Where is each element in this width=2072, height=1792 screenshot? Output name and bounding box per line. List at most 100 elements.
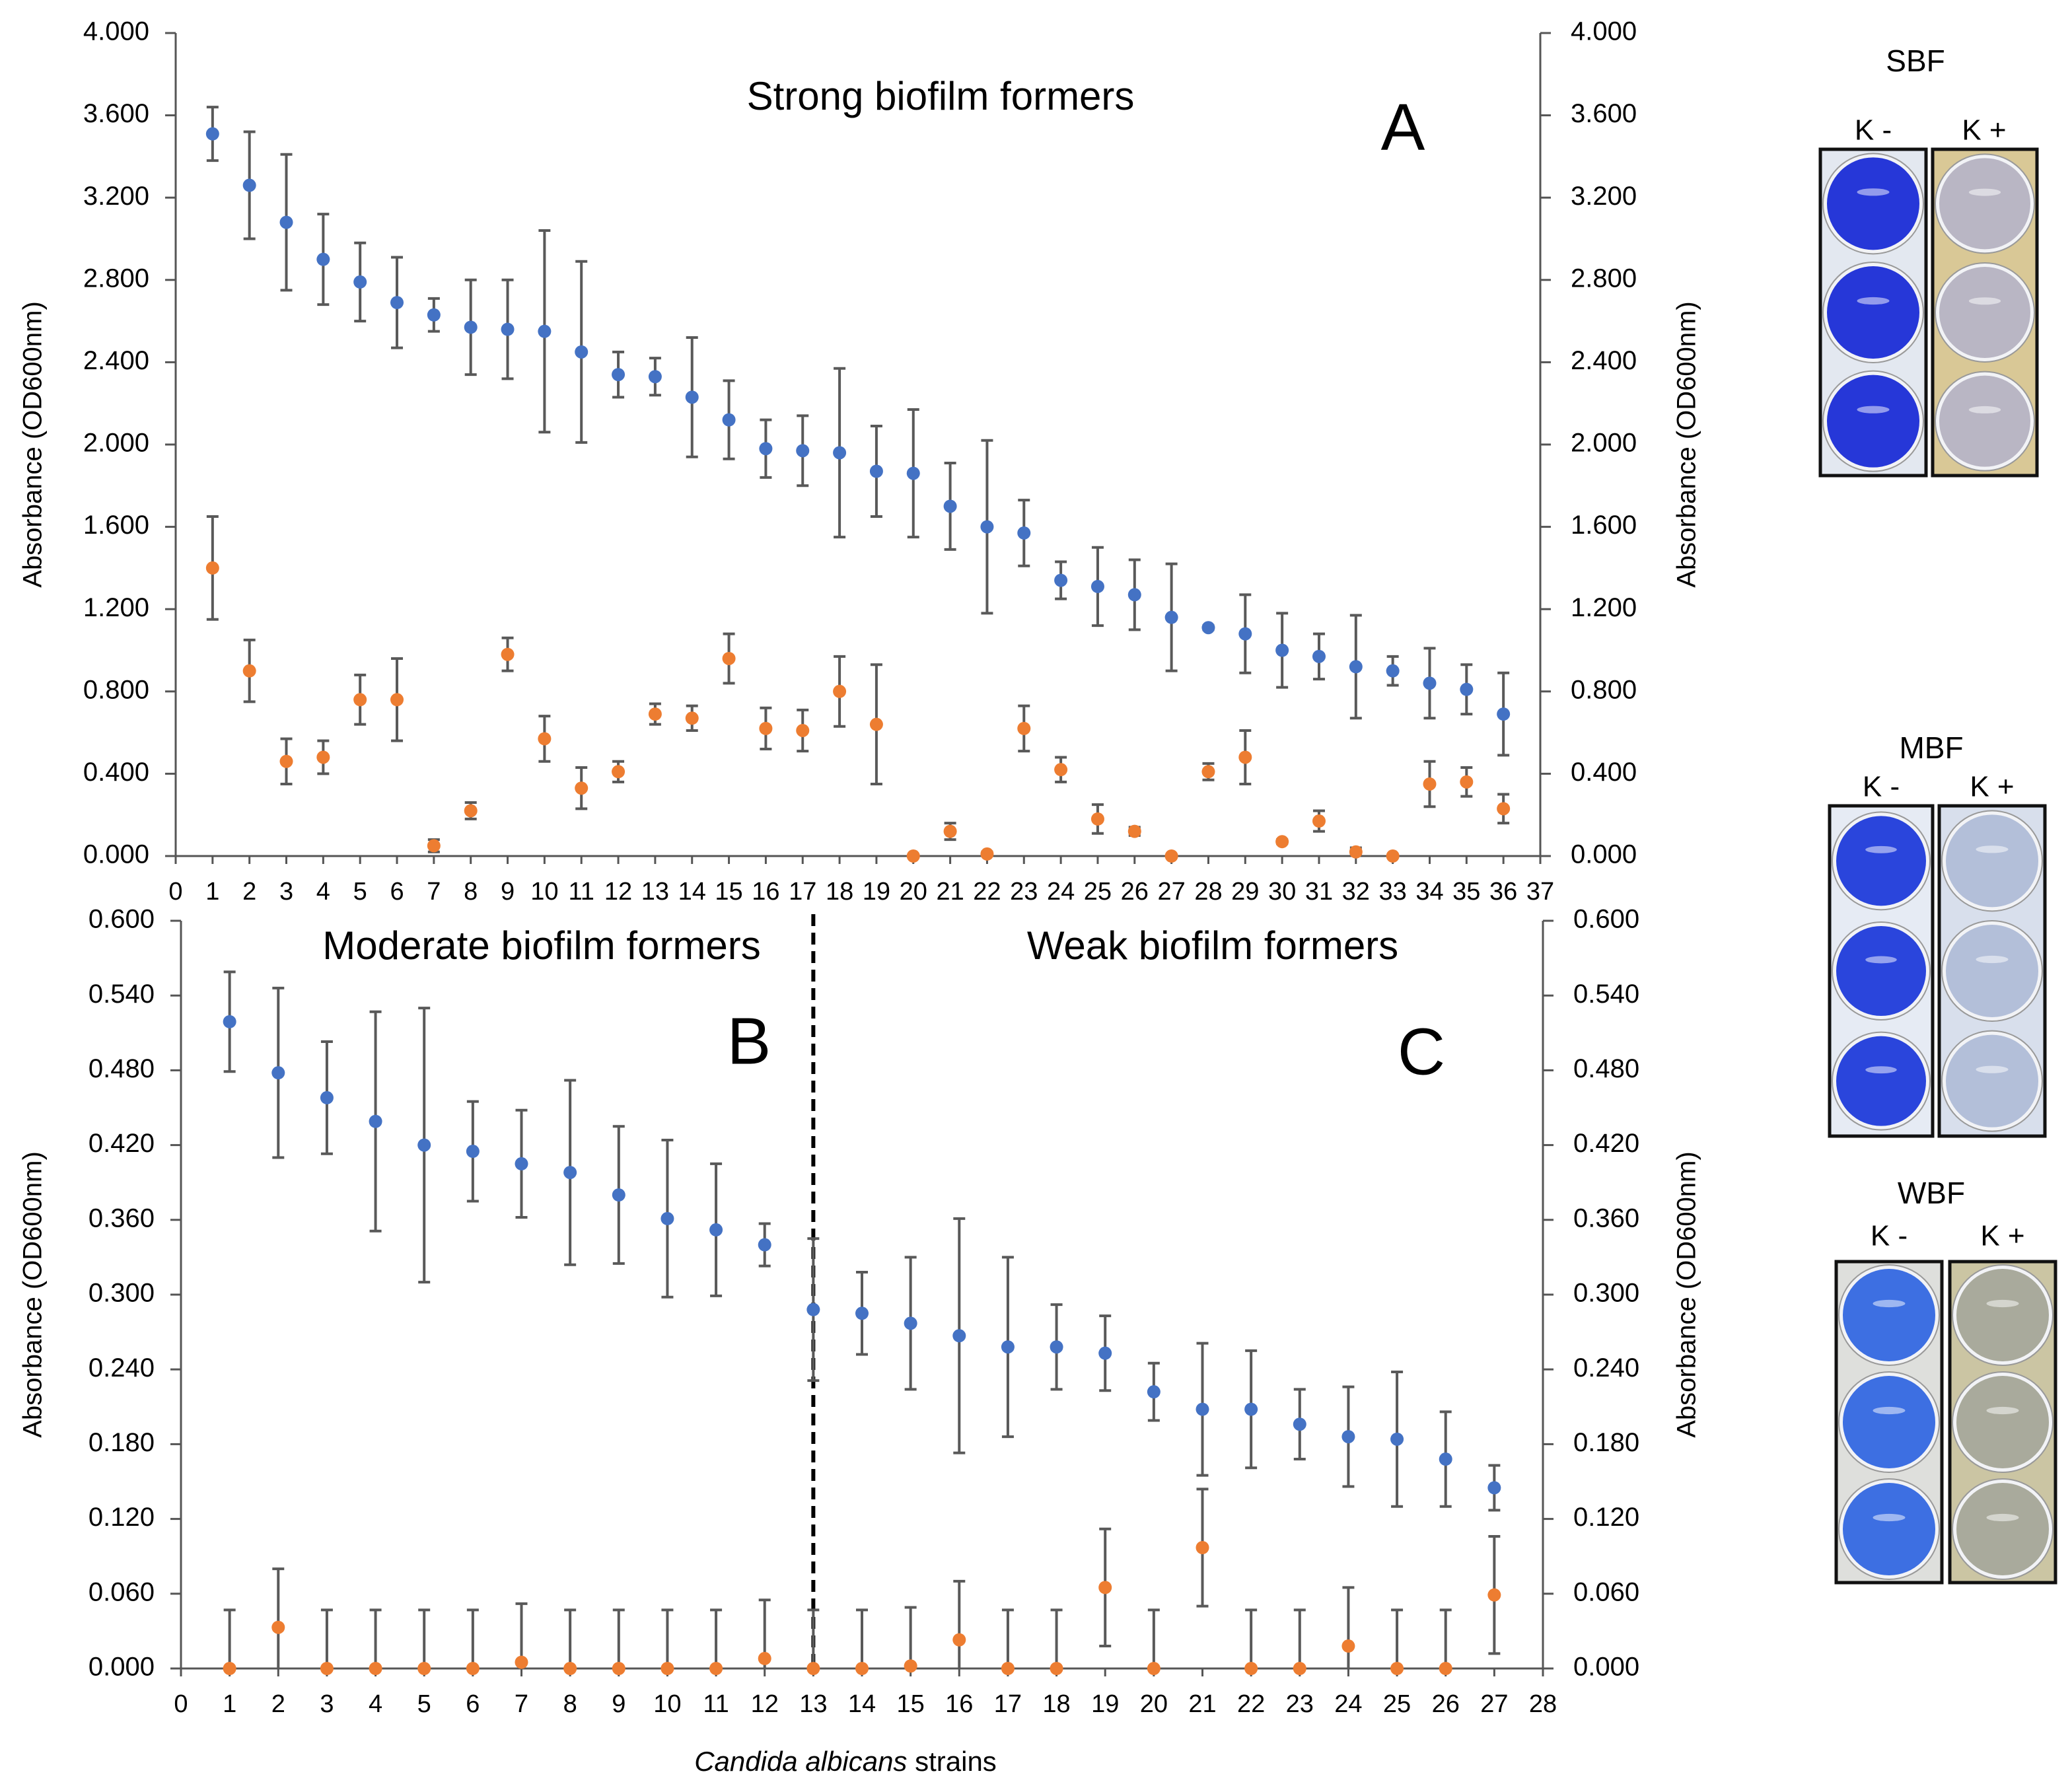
y-tick-label: 0.540 (89, 980, 155, 1009)
data-point (612, 1662, 625, 1675)
data-point (1293, 1662, 1306, 1675)
x-tick-label: 35 (1452, 878, 1480, 906)
data-point (1098, 1581, 1112, 1595)
x-tick-label: 20 (1140, 1690, 1168, 1718)
x-tick-label: 33 (1379, 878, 1407, 906)
data-point (369, 1114, 382, 1128)
data-point (223, 1662, 236, 1675)
panel-label: K - (1871, 1220, 1908, 1252)
y-tick-label: 2.800 (83, 264, 149, 293)
error-bar (807, 1608, 820, 1668)
data-point (1390, 1662, 1404, 1675)
y2-tick-label: 0.180 (1573, 1428, 1639, 1457)
x-tick-label: 24 (1334, 1690, 1362, 1718)
x-tick-label: 7 (515, 1690, 528, 1718)
y-tick-label: 0.300 (89, 1279, 155, 1308)
well-highlight (1986, 1513, 2019, 1522)
data-point (575, 781, 589, 795)
y2-tick-label: 3.600 (1571, 99, 1637, 128)
y-tick-label: 0.000 (83, 840, 149, 869)
x-tick-label: 21 (936, 878, 964, 906)
y-tick-label: 2.000 (83, 429, 149, 458)
y-tick-label: 0.360 (89, 1203, 155, 1233)
x-tick-label: 3 (320, 1690, 334, 1718)
data-point (320, 1662, 334, 1675)
data-point (758, 1651, 771, 1665)
y2-tick-label: 4.000 (1571, 17, 1637, 46)
well-content (1836, 816, 1926, 906)
data-point (205, 561, 219, 575)
x-tick-label: 34 (1415, 878, 1443, 906)
y2-tick-label: 0.600 (1573, 905, 1639, 934)
y2-tick-label: 0.540 (1573, 980, 1639, 1009)
x-tick-label: 9 (612, 1690, 625, 1718)
y2-tick-label: 0.360 (1573, 1203, 1639, 1233)
panel-label: K + (1970, 771, 2014, 803)
data-point (320, 1091, 334, 1104)
data-point (758, 1238, 771, 1252)
error-bar (1245, 1608, 1258, 1668)
data-point (1423, 676, 1437, 690)
data-point (369, 1662, 382, 1675)
y-tick-label: 4.000 (83, 17, 149, 46)
data-point (271, 1620, 285, 1634)
data-point (612, 1188, 625, 1202)
well-highlight (1968, 188, 2001, 196)
error-bar (661, 1608, 674, 1668)
x-tick-label: 0 (174, 1690, 188, 1718)
x-tick-label: 1 (223, 1690, 236, 1718)
data-point (806, 1662, 820, 1675)
data-point (279, 215, 293, 229)
annotation: B (727, 1004, 771, 1078)
x-tick-label: 28 (1194, 878, 1222, 906)
data-point (855, 1307, 869, 1320)
well-content (1946, 1034, 2038, 1128)
x-tick-label: 1 (205, 878, 219, 906)
x-tick-label: 25 (1383, 1690, 1411, 1718)
x-tick-label: 22 (1237, 1690, 1265, 1718)
y2-tick-label: 2.800 (1571, 264, 1637, 293)
x-tick-label: 23 (1286, 1690, 1314, 1718)
data-point (1127, 588, 1141, 602)
data-point (1349, 660, 1363, 674)
panel-label: K - (1863, 771, 1900, 803)
data-point (1312, 814, 1326, 828)
data-point (685, 711, 699, 725)
x-tick-label: 0 (168, 878, 182, 906)
x-tick-label: 18 (826, 878, 853, 906)
y-tick-label: 0.400 (83, 758, 149, 787)
data-point (501, 322, 515, 336)
data-point (1127, 824, 1141, 838)
data-point (1147, 1662, 1161, 1675)
data-point (722, 651, 736, 665)
data-point (869, 464, 883, 478)
data-point (1017, 721, 1031, 735)
well-highlight (1865, 1066, 1897, 1074)
data-point (1487, 1588, 1501, 1602)
y2-tick-label: 0.000 (1571, 840, 1637, 869)
well-highlight (1873, 1299, 1906, 1308)
data-point (279, 754, 293, 768)
y-tick-label: 0.420 (89, 1129, 155, 1158)
well-content (1827, 266, 1919, 359)
x-tick-label: 26 (1121, 878, 1149, 906)
data-point (1244, 1662, 1258, 1675)
data-point (943, 499, 957, 513)
x-tick-label: 17 (994, 1690, 1022, 1718)
data-point (464, 804, 478, 818)
panel-title: SBF (1886, 44, 1945, 78)
data-point (353, 275, 367, 289)
y-tick-label: 1.600 (83, 511, 149, 540)
error-bar (369, 1608, 382, 1668)
well-highlight (1865, 956, 1897, 964)
error-bar (856, 1608, 868, 1668)
data-point (538, 732, 552, 746)
data-point (709, 1662, 723, 1675)
x-tick-label: 16 (752, 878, 779, 906)
data-point (1050, 1340, 1063, 1354)
x-tick-label: 17 (789, 878, 816, 906)
data-point (205, 127, 219, 141)
panel-title: MBF (1899, 731, 1963, 765)
data-point (722, 413, 736, 427)
well-highlight (1857, 406, 1890, 413)
